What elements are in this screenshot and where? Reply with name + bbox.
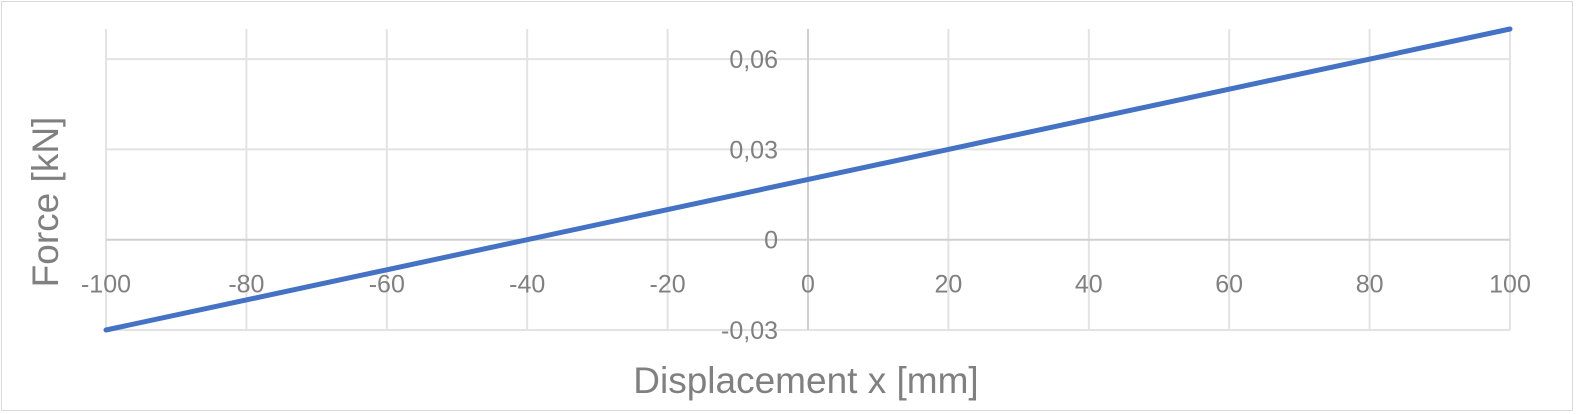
x-tick-label: -80 [228,271,264,299]
x-tick-label: 20 [934,271,962,299]
x-tick-label: 40 [1075,271,1103,299]
y-axis-title: Force [kN] [25,117,66,288]
x-tick-label: 60 [1215,271,1243,299]
y-tick-label: 0 [764,227,778,255]
x-tick-label: -100 [81,271,131,299]
y-tick-label: 0,06 [729,46,778,74]
x-tick-label: 100 [1489,271,1531,299]
x-tick-label: 0 [801,271,815,299]
y-tick-label: 0,03 [729,136,778,164]
tick-labels: -100 -80 -60 -40 -20 0 20 40 60 80 100 -0,03 0 0,03 0,… [81,46,1531,345]
x-tick-label: -60 [369,271,405,299]
series-line [103,26,1513,333]
series-group [103,26,1513,333]
x-tick-label: -20 [650,271,686,299]
x-tick-label: -40 [509,271,545,299]
x-axis-title: Displacement x [mm] [633,360,978,401]
x-tick-label: 80 [1356,271,1384,299]
y-tick-label: -0,03 [721,317,778,345]
